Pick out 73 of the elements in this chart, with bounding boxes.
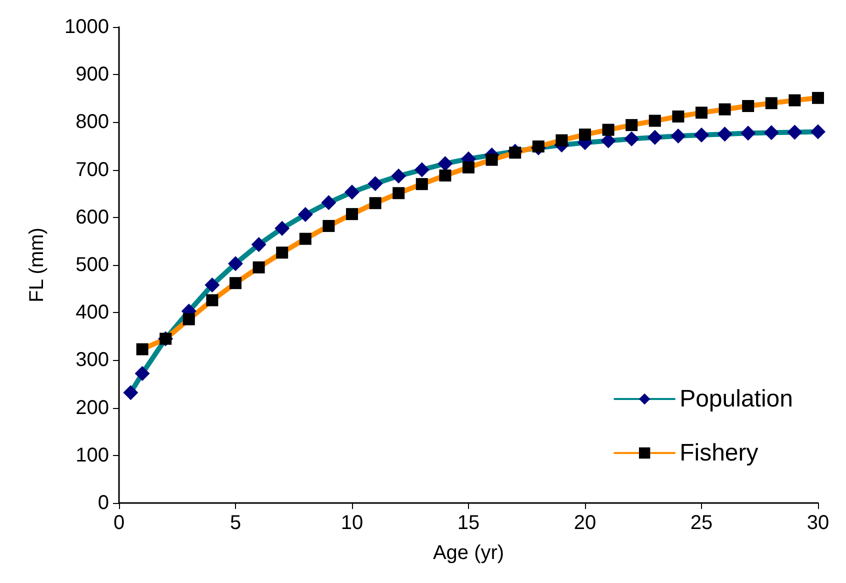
- point: [602, 124, 614, 136]
- point: [438, 156, 453, 172]
- point: [626, 119, 638, 132]
- point: [182, 313, 195, 326]
- x-axis-title: Age (yr): [432, 542, 504, 564]
- point: [228, 256, 243, 272]
- point: [276, 246, 288, 259]
- point: [742, 100, 754, 112]
- point: [299, 232, 312, 245]
- point: [344, 184, 360, 200]
- point: [486, 154, 498, 166]
- point: [812, 92, 824, 104]
- point: [321, 195, 336, 210]
- x-tick-label: 20: [574, 512, 596, 534]
- point: [624, 131, 640, 146]
- point: [392, 187, 405, 200]
- point: [416, 178, 428, 190]
- point: [206, 294, 218, 306]
- point: [123, 385, 138, 400]
- point: [462, 161, 474, 174]
- point: [765, 97, 778, 110]
- y-tick-label: 0: [98, 492, 109, 514]
- y-tick-label: 900: [76, 64, 109, 86]
- y-tick-label: 400: [76, 302, 109, 324]
- point: [647, 130, 662, 145]
- point: [136, 343, 148, 356]
- point: [787, 124, 802, 140]
- point: [718, 103, 731, 116]
- point: [696, 106, 708, 119]
- x-tick-label: 30: [806, 512, 830, 534]
- point: [274, 220, 290, 236]
- point: [439, 170, 452, 182]
- y-tick-label: 200: [76, 396, 109, 419]
- point: [368, 176, 383, 192]
- point: [670, 128, 686, 144]
- y-tick-label: 500: [76, 254, 109, 276]
- x-tick-label: 10: [340, 512, 364, 534]
- y-tick-label: 800: [76, 111, 109, 134]
- y-tick-label: 1000: [64, 16, 109, 38]
- point: [810, 124, 826, 140]
- point: [322, 220, 335, 232]
- point: [298, 207, 313, 222]
- point: [764, 125, 779, 140]
- point: [579, 128, 591, 141]
- point: [346, 208, 358, 220]
- point: [648, 114, 661, 127]
- point: [414, 162, 430, 178]
- point: [204, 277, 220, 292]
- y-tick-label: 600: [76, 206, 109, 228]
- x-tick-label: 0: [113, 512, 125, 534]
- x-tick-label: 15: [457, 512, 480, 534]
- point: [134, 366, 150, 382]
- y-tick-label: 700: [76, 158, 109, 181]
- point: [717, 126, 732, 142]
- point: [672, 110, 684, 122]
- x-tick-label: 25: [690, 512, 713, 534]
- point: [369, 197, 382, 210]
- y-axis-title: FL (mm): [26, 228, 48, 302]
- point: [251, 237, 266, 252]
- point: [740, 126, 756, 141]
- y-tick-label: 300: [76, 349, 109, 372]
- legend-label: Population: [680, 386, 794, 412]
- point: [230, 277, 242, 290]
- point: [532, 140, 544, 152]
- x-tick-label: 5: [230, 512, 242, 534]
- point: [252, 261, 265, 274]
- point: [391, 168, 406, 184]
- y-tick-label: 100: [76, 444, 109, 466]
- point: [788, 94, 801, 106]
- point: [556, 134, 568, 146]
- point: [694, 128, 709, 143]
- legend-label: Fishery: [680, 440, 758, 466]
- point: [509, 146, 522, 159]
